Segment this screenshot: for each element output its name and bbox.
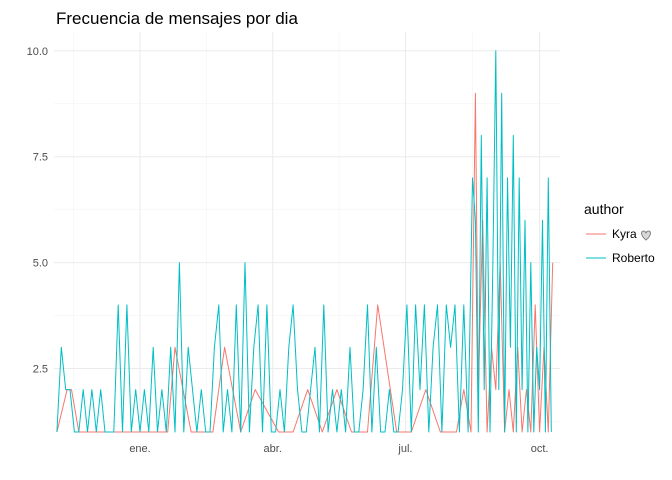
x-axis-ticks: ene. abr. jul. oct. [129,443,548,455]
legend-title: author [584,201,624,217]
legend: author Kyra Roberto [584,201,655,265]
x-tick-label: ene. [129,443,150,455]
minor-gridlines [54,32,560,432]
heart-icon [641,230,651,241]
chart-title: Frecuencia de mensajes por dia [56,9,298,28]
y-tick-label: 7.5 [33,152,48,164]
y-axis-ticks: 2.5 5.0 7.5 10.0 [27,46,48,376]
y-tick-label: 2.5 [33,363,48,375]
x-tick-label: abr. [264,443,282,455]
x-tick-label: oct. [531,443,549,455]
series-line-kyra [56,92,554,433]
legend-label-roberto: Roberto [612,251,655,265]
x-tick-label: jul. [397,443,412,455]
y-tick-label: 10.0 [27,46,48,58]
y-tick-label: 5.0 [33,258,48,270]
series-line-roberto [56,50,552,433]
legend-label-kyra: Kyra [612,227,637,241]
series-lines [56,50,554,433]
